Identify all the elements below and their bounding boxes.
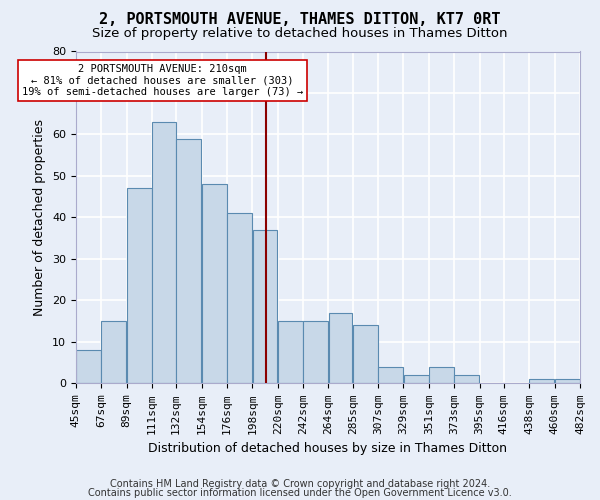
Bar (353, 326, 378, 384)
Bar (429, 367, 454, 384)
Text: 2, PORTSMOUTH AVENUE, THAMES DITTON, KT7 0RT: 2, PORTSMOUTH AVENUE, THAMES DITTON, KT7… (99, 12, 501, 28)
Bar (227, 214, 252, 384)
Bar (101, 321, 127, 384)
Bar (176, 138, 202, 384)
Text: Contains HM Land Registry data © Crown copyright and database right 2024.: Contains HM Land Registry data © Crown c… (110, 479, 490, 489)
X-axis label: Distribution of detached houses by size in Thames Ditton: Distribution of detached houses by size … (148, 442, 508, 455)
Bar (127, 188, 152, 384)
Bar (454, 375, 479, 384)
Bar (529, 380, 554, 384)
Bar (329, 313, 352, 384)
Bar (76, 350, 101, 384)
Bar (404, 375, 428, 384)
Bar (379, 367, 403, 384)
Text: Size of property relative to detached houses in Thames Ditton: Size of property relative to detached ho… (92, 28, 508, 40)
Bar (555, 380, 580, 384)
Bar (278, 321, 303, 384)
Bar (152, 122, 176, 384)
Bar (253, 230, 277, 384)
Y-axis label: Number of detached properties: Number of detached properties (34, 119, 46, 316)
Text: Contains public sector information licensed under the Open Government Licence v3: Contains public sector information licen… (88, 488, 512, 498)
Bar (202, 184, 227, 384)
Text: 2 PORTSMOUTH AVENUE: 210sqm
← 81% of detached houses are smaller (303)
19% of se: 2 PORTSMOUTH AVENUE: 210sqm ← 81% of det… (22, 64, 303, 97)
Bar (304, 321, 328, 384)
